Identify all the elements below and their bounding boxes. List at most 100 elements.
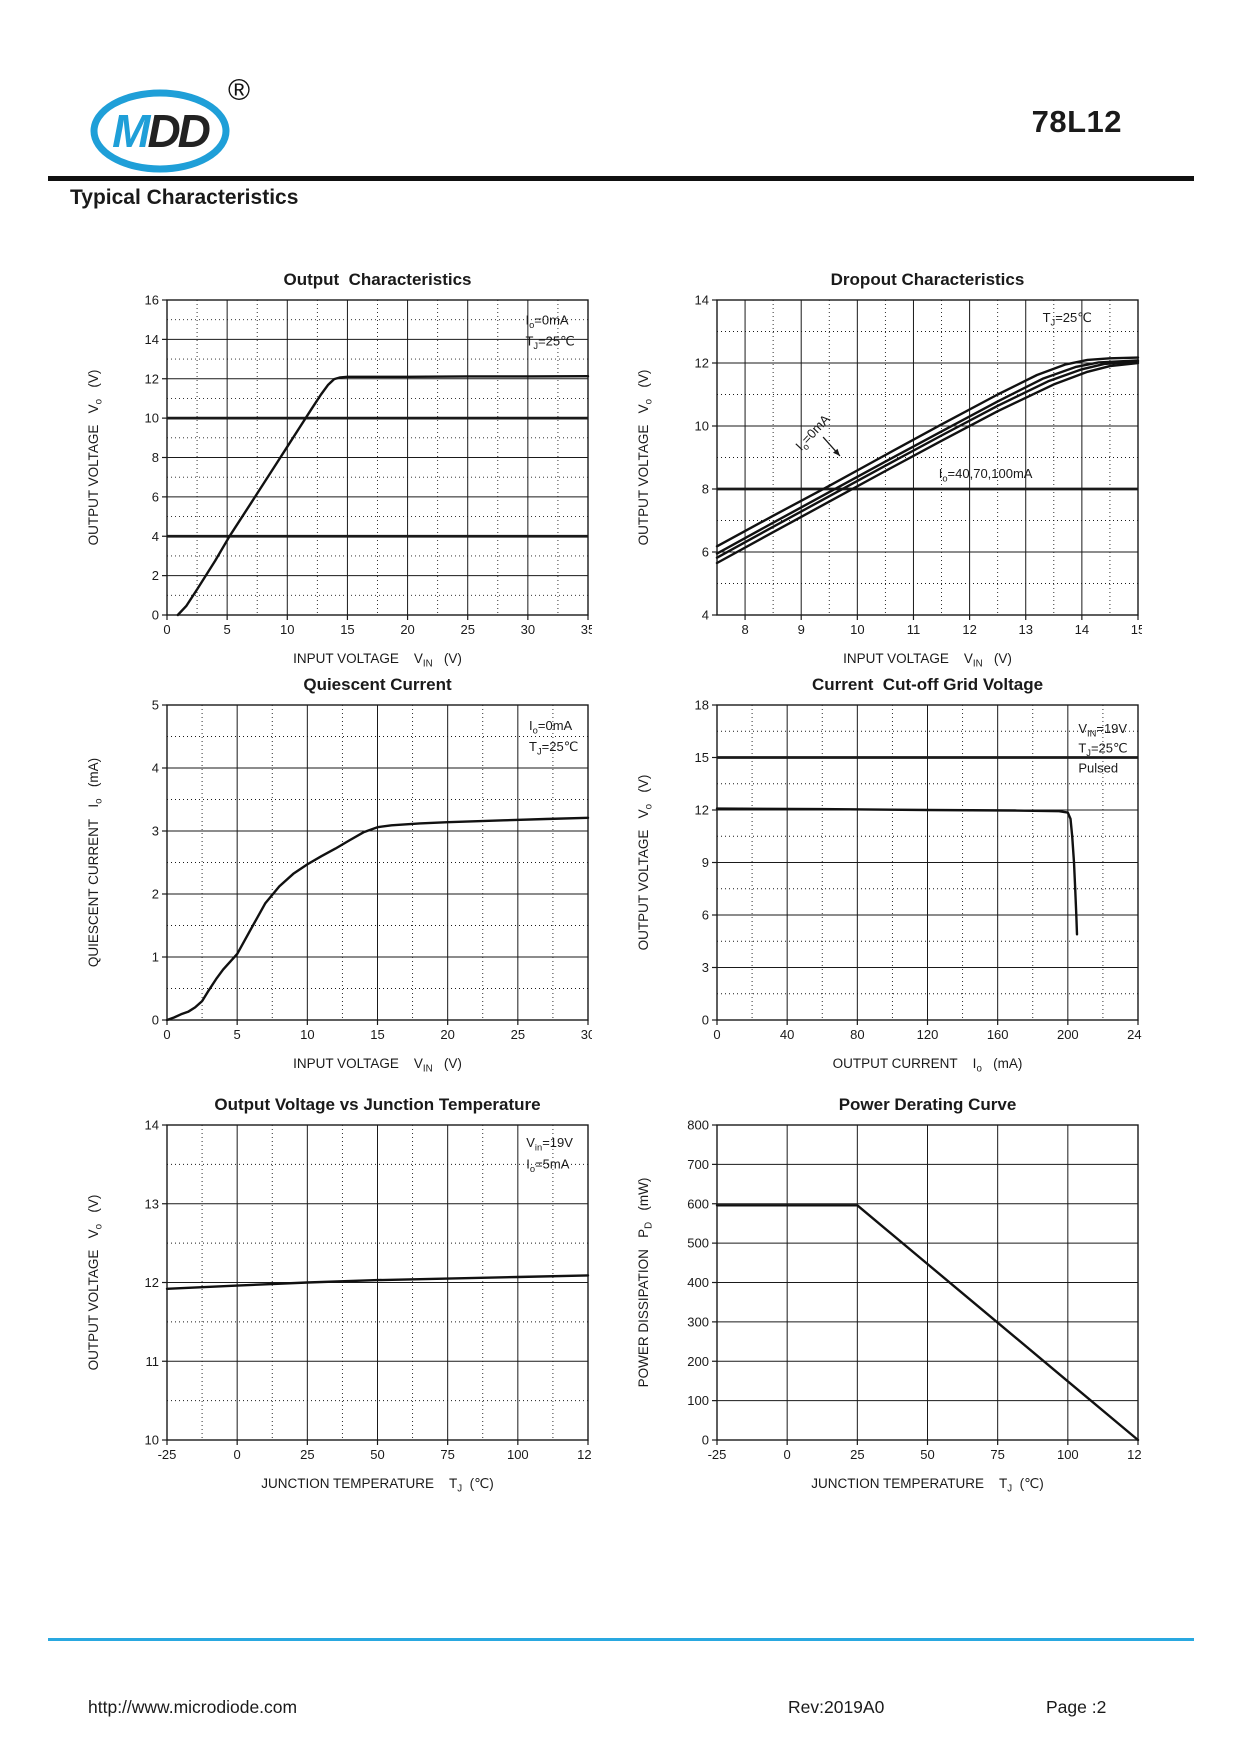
svg-text:12: 12 <box>962 622 976 637</box>
svg-text:40: 40 <box>780 1027 794 1042</box>
svg-text:OUTPUT VOLTAGE Vo (V): OUTPUT VOLTAGE Vo (V) <box>636 370 655 546</box>
chart-canvas-current-cutoff-grid-voltage: 0 40 80 120 160 200 240 0 3 6 9 12 15 18 OUTPUT CURREN… <box>636 698 1142 1075</box>
svg-text:25: 25 <box>460 622 474 637</box>
svg-text:0: 0 <box>702 1013 709 1028</box>
svg-text:0: 0 <box>163 622 170 637</box>
svg-text:13: 13 <box>1018 622 1032 637</box>
svg-text:12: 12 <box>145 371 159 386</box>
svg-text:-25: -25 <box>158 1447 177 1462</box>
svg-text:10: 10 <box>695 419 709 434</box>
svg-text:JUNCTION TEMPERATURE TJ (℃: JUNCTION TEMPERATURE TJ (℃) <box>261 1476 494 1495</box>
svg-text:OUTPUT CURRENT Io (mA): OUTPUT CURRENT Io (mA) <box>833 1056 1023 1075</box>
svg-text:50: 50 <box>370 1447 384 1462</box>
svg-text:75: 75 <box>440 1447 454 1462</box>
svg-text:4: 4 <box>702 608 709 623</box>
chart-canvas-output-characteristics: 0 5 10 15 20 25 30 35 0 2 4 6 8 10 12 14 16 INPUT VOLTAGE… <box>86 293 592 670</box>
svg-text:3: 3 <box>702 960 709 975</box>
svg-text:VIN=19V: VIN=19V <box>1078 721 1127 739</box>
svg-text:JUNCTION TEMPERATURE TJ (℃: JUNCTION TEMPERATURE TJ (℃) <box>811 1476 1044 1495</box>
svg-text:240: 240 <box>1127 1027 1142 1042</box>
chart-quiescent-current: 0 5 10 15 20 25 30 0 1 2 3 4 5 INPUT VOLTAGE VIN (V) Q… <box>52 663 592 1075</box>
svg-text:700: 700 <box>687 1157 709 1172</box>
svg-text:500: 500 <box>687 1236 709 1251</box>
svg-text:10: 10 <box>280 622 294 637</box>
svg-text:Vin=19V: Vin=19V <box>526 1135 573 1153</box>
svg-text:6: 6 <box>702 545 709 560</box>
header-rule <box>48 176 1194 181</box>
svg-text:9: 9 <box>702 855 709 870</box>
svg-text:4: 4 <box>152 761 159 776</box>
chart-output-voltage-vs-junction-temperature: -25 0 25 50 75 100 125 10 11 12 13 14 JUNCTION TEMPE… <box>52 1083 592 1495</box>
registered-mark-icon: ® <box>228 74 250 107</box>
svg-text:100: 100 <box>1057 1447 1079 1462</box>
svg-text:0: 0 <box>152 608 159 623</box>
chart-title: Power Derating Curve <box>838 1095 1017 1114</box>
svg-text:0: 0 <box>702 1433 709 1448</box>
svg-text:0: 0 <box>234 1447 241 1462</box>
footer-page-number: Page :2 <box>1046 1697 1107 1717</box>
footer-rule <box>48 1638 1194 1641</box>
svg-text:2: 2 <box>152 568 159 583</box>
part-number: 78L12 <box>1031 104 1122 139</box>
chart-canvas-power-derating-curve: -250255075100125010020030040050060070080… <box>636 1118 1142 1495</box>
svg-text:300: 300 <box>687 1314 709 1329</box>
svg-text:9: 9 <box>798 622 805 637</box>
footer-url: http://www.microdiode.com <box>88 1697 298 1717</box>
mdd-logo-graphic: MDD ® <box>90 74 250 173</box>
svg-text:20: 20 <box>400 622 414 637</box>
svg-text:TJ=25℃: TJ=25℃ <box>529 739 578 757</box>
svg-text:10: 10 <box>145 411 159 426</box>
svg-text:8: 8 <box>702 482 709 497</box>
svg-text:800: 800 <box>687 1118 709 1133</box>
chart-canvas-dropout-characteristics: 8 9 10 11 12 13 14 15 4 6 8 10 12 14 INPUT VOLTAGE VIN… <box>636 293 1142 670</box>
svg-text:15: 15 <box>370 1027 384 1042</box>
svg-text:Io=0mA: Io=0mA <box>792 411 834 455</box>
svg-text:400: 400 <box>687 1275 709 1290</box>
chart-title: Output Voltage vs Junction Temperature <box>214 1095 541 1114</box>
svg-text:INPUT VOLTAGE VIN (V): INPUT VOLTAGE VIN (V) <box>293 651 462 670</box>
chart-power-derating-curve: -250255075100125010020030040050060070080… <box>602 1083 1142 1495</box>
page-title: Typical Characteristics <box>70 186 299 209</box>
svg-text:6: 6 <box>702 908 709 923</box>
svg-text:OUTPUT VOLTAGE Vo (V): OUTPUT VOLTAGE Vo (V) <box>86 370 105 546</box>
svg-text:200: 200 <box>687 1354 709 1369</box>
svg-text:100: 100 <box>507 1447 529 1462</box>
svg-text:10: 10 <box>850 622 864 637</box>
svg-text:30: 30 <box>521 622 535 637</box>
svg-text:14: 14 <box>695 293 709 308</box>
svg-text:1: 1 <box>152 950 159 965</box>
svg-text:14: 14 <box>145 1118 159 1133</box>
svg-text:25: 25 <box>511 1027 525 1042</box>
svg-text:160: 160 <box>987 1027 1009 1042</box>
svg-text:120: 120 <box>917 1027 939 1042</box>
svg-text:12: 12 <box>695 803 709 818</box>
svg-text:Io=40,70,100mA: Io=40,70,100mA <box>939 466 1033 484</box>
svg-text:100: 100 <box>687 1393 709 1408</box>
svg-text:20: 20 <box>440 1027 454 1042</box>
svg-text:15: 15 <box>340 622 354 637</box>
svg-text:15: 15 <box>695 750 709 765</box>
svg-text:30: 30 <box>581 1027 592 1042</box>
svg-text:11: 11 <box>907 622 921 637</box>
svg-text:4: 4 <box>152 529 159 544</box>
svg-text:TJ=25℃: TJ=25℃ <box>1043 310 1092 328</box>
svg-text:POWER DISSIPATION PD (mW): POWER DISSIPATION PD (mW) <box>636 1178 655 1388</box>
chart-title: Quiescent Current <box>303 675 452 694</box>
svg-text:8: 8 <box>741 622 748 637</box>
svg-text:16: 16 <box>145 293 159 308</box>
svg-text:15: 15 <box>1131 622 1142 637</box>
svg-text:TJ=25℃: TJ=25℃ <box>1078 740 1127 758</box>
logo-ellipse <box>90 89 230 173</box>
svg-text:14: 14 <box>1075 622 1089 637</box>
svg-text:3: 3 <box>152 824 159 839</box>
svg-text:OUTPUT VOLTAGE Vo (V): OUTPUT VOLTAGE Vo (V) <box>86 1195 105 1371</box>
chart-current-cutoff-grid-voltage: 0 40 80 120 160 200 240 0 3 6 9 12 15 18 OUTPUT CURREN… <box>602 663 1142 1075</box>
mdd-logo: MDD ® <box>86 58 266 173</box>
svg-text:6: 6 <box>152 489 159 504</box>
svg-text:600: 600 <box>687 1196 709 1211</box>
svg-text:8: 8 <box>152 450 159 465</box>
svg-text:-25: -25 <box>708 1447 727 1462</box>
svg-text:0: 0 <box>784 1447 791 1462</box>
svg-text:Io=5mA: Io=5mA <box>526 1156 569 1174</box>
